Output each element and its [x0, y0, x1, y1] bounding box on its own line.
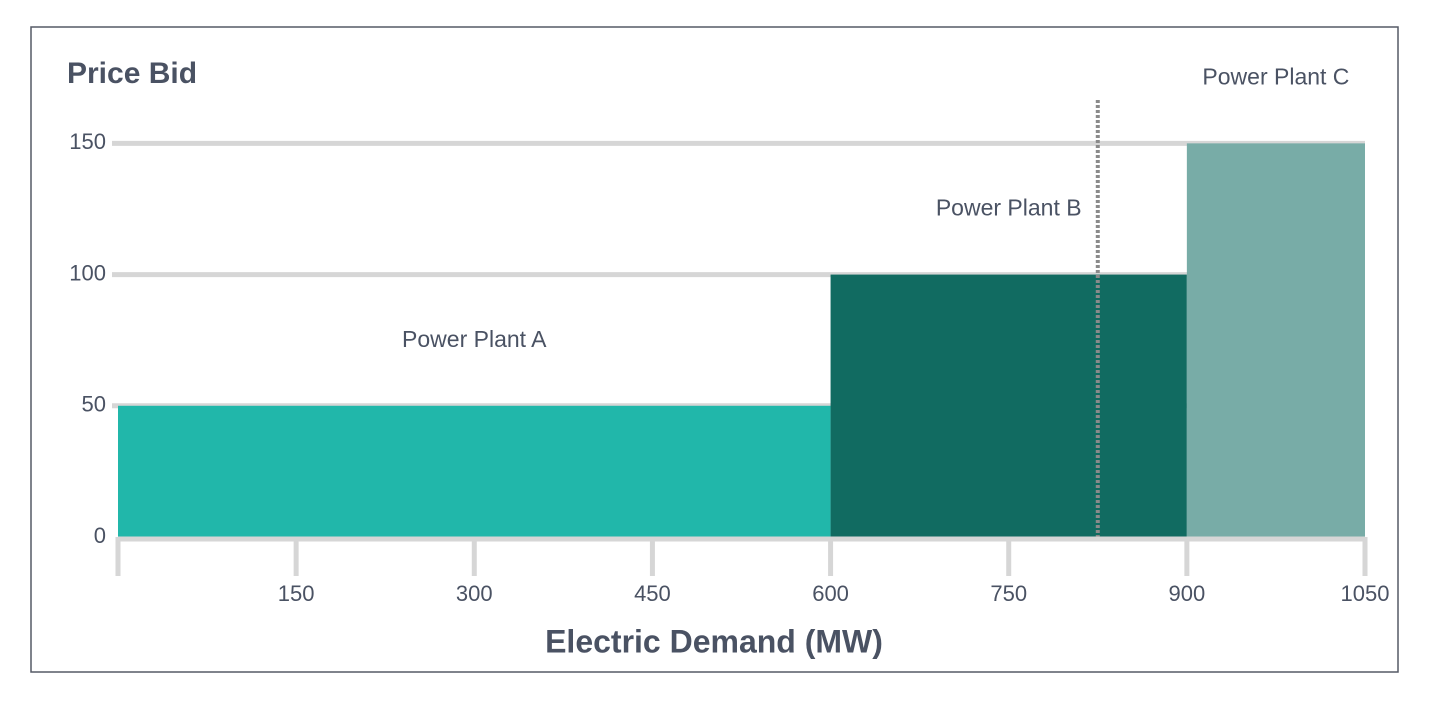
bar-label: Power Plant B [936, 195, 1082, 221]
chart-title: Price Bid [67, 57, 197, 90]
y-tick-label: 0 [94, 523, 106, 548]
y-tick-label: 100 [69, 260, 106, 285]
x-tick-label: 900 [1168, 581, 1205, 606]
x-tick-label: 600 [812, 581, 849, 606]
x-tick-label: 750 [990, 581, 1027, 606]
bar [1186, 143, 1365, 537]
x-axis-label: Electric Demand (MW) [545, 623, 883, 659]
bar-label: Power Plant C [1202, 63, 1349, 89]
bar [830, 274, 1187, 537]
x-tick-label: 150 [278, 581, 315, 606]
x-tick-label: 300 [456, 581, 493, 606]
frame [30, 26, 1399, 673]
x-tick-label: 1050 [1341, 581, 1390, 606]
x-tick-label: 450 [634, 581, 671, 606]
bar-label: Power Plant A [402, 326, 547, 352]
y-tick-label: 150 [69, 129, 106, 154]
bar [118, 405, 831, 537]
y-tick-label: 50 [82, 392, 106, 417]
